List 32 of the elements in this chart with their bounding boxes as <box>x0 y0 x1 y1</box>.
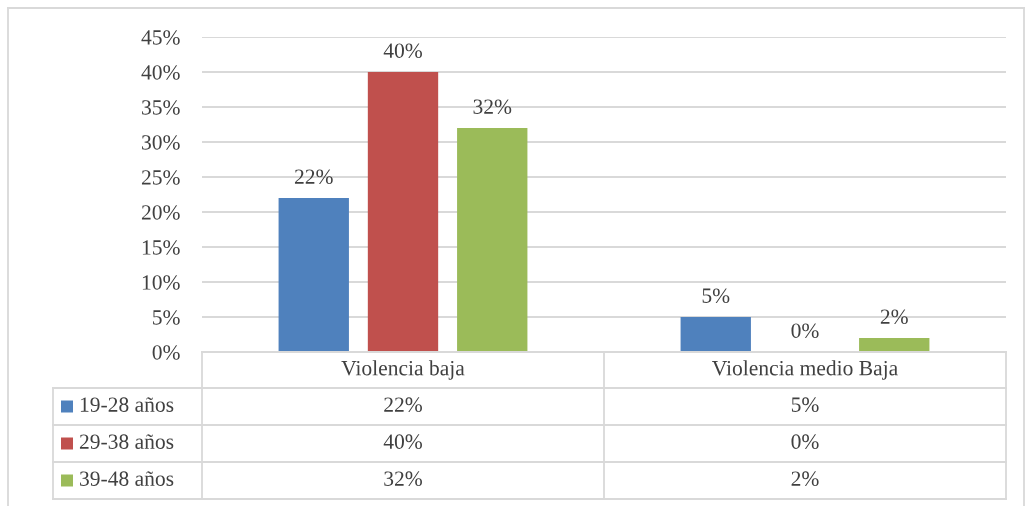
text: 32% <box>473 99 512 114</box>
text: 5% <box>702 288 730 303</box>
bar <box>367 72 439 352</box>
data-label: 0% <box>791 434 819 449</box>
y-tick-label: 30% <box>142 135 180 150</box>
y-tick-label: 40% <box>141 65 180 80</box>
bar <box>680 317 751 352</box>
legend-label: 39-48 años <box>80 471 174 486</box>
bar <box>278 198 349 352</box>
x-tick-label: Violencia medio Baja <box>712 360 898 380</box>
y-tick-label: 10% <box>142 275 180 290</box>
y-tick-label: 0% <box>152 345 180 360</box>
data-label: 2% <box>791 471 819 486</box>
y-tick-label: 45% <box>141 30 180 45</box>
bar <box>457 128 528 352</box>
text: 40% <box>383 43 422 58</box>
y-tick-label: 20% <box>141 205 180 220</box>
y-tick-label: 5% <box>153 310 180 325</box>
data-label: 22% <box>384 397 422 412</box>
y-tick-label: 25% <box>141 170 180 185</box>
data-label: 5% <box>791 397 819 412</box>
legend-label: 19-28 años <box>80 397 174 412</box>
text: 0% <box>791 323 819 338</box>
y-tick-label: 35% <box>142 100 180 115</box>
data-label: 32% <box>384 471 422 486</box>
x-tick-label: Violencia baja <box>341 360 465 380</box>
text: 22% <box>294 169 333 184</box>
y-tick-label: 15% <box>142 240 180 255</box>
bar <box>859 338 930 352</box>
legend-label: 29-38 años <box>79 434 174 449</box>
text: 2% <box>880 309 908 324</box>
data-label: 40% <box>383 434 422 449</box>
